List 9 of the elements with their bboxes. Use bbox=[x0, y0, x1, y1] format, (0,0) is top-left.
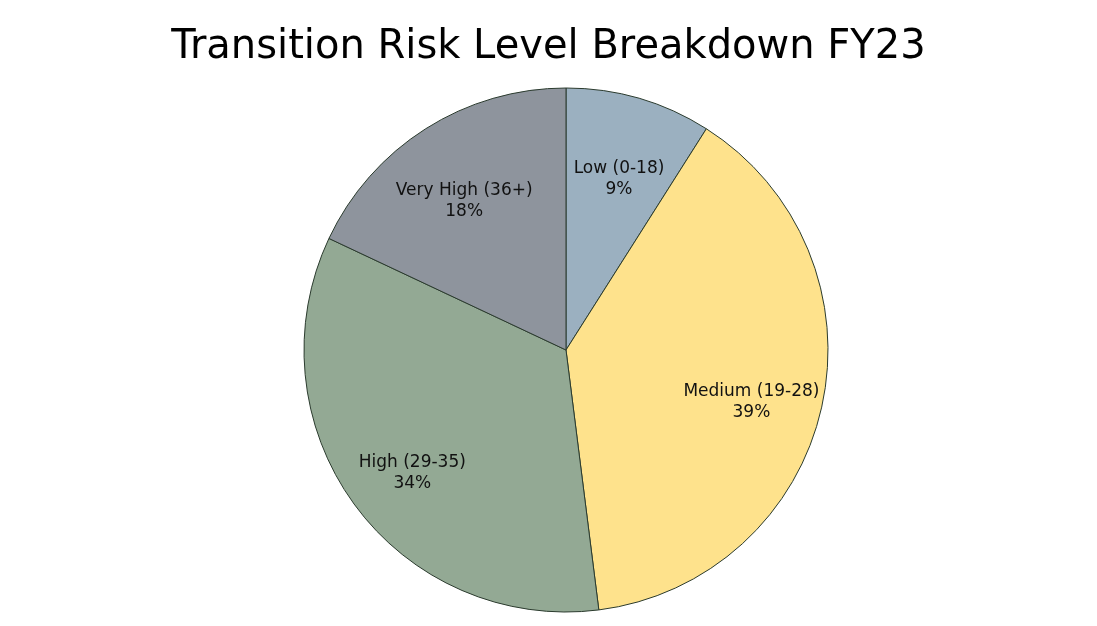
slice-label: Low (0-18) bbox=[573, 156, 665, 177]
slice-label: High (29-35) bbox=[358, 450, 466, 471]
data-label: 18% bbox=[445, 199, 484, 220]
slice-label: Very High (36+) bbox=[395, 178, 533, 199]
data-label: 9% bbox=[605, 177, 633, 198]
data-label: 39% bbox=[732, 401, 771, 422]
chart-title: Transition Risk Level Breakdown FY23 bbox=[170, 21, 926, 67]
data-label: 34% bbox=[393, 471, 432, 492]
slice-label: Medium (19-28) bbox=[683, 380, 820, 401]
